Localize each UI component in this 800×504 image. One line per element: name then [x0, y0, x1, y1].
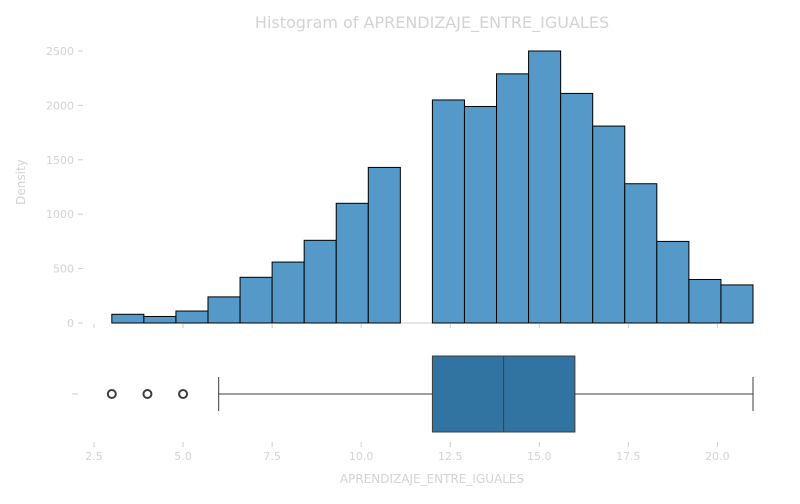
y-tick-label: 1000	[46, 208, 74, 221]
histogram-bar	[656, 240, 690, 324]
histogram-bar	[463, 105, 498, 324]
y-tick-label: 1500	[46, 154, 74, 167]
histogram-bar	[431, 99, 465, 324]
x-axis-label: APRENDIZAJE_ENTRE_IGUALES	[340, 472, 524, 486]
histogram-bar	[560, 92, 594, 324]
chart-title: Histogram of APRENDIZAJE_ENTRE_IGUALES	[255, 13, 609, 33]
histogram-bar	[335, 202, 369, 324]
x-tick-label: 5.0	[174, 450, 192, 463]
y-tick-label: 2500	[46, 45, 74, 58]
y-tick-label: 500	[53, 263, 74, 276]
histogram-bar	[207, 296, 241, 324]
histogram-bar	[303, 239, 337, 324]
y-axis-label: Density	[14, 159, 28, 205]
boxplot-outlier	[106, 389, 117, 399]
histogram-bar	[239, 276, 273, 324]
histogram-bar	[592, 125, 626, 324]
histogram-bar	[367, 166, 401, 324]
histogram-bar	[271, 261, 305, 324]
x-tick-label: 12.5	[438, 450, 463, 463]
histogram-bar	[175, 310, 209, 324]
y-tick-label: 2000	[46, 99, 74, 112]
boxplot-outlier	[142, 389, 153, 399]
histogram-bar	[688, 278, 722, 324]
x-tick-label: 2.5	[85, 450, 103, 463]
histogram-bar	[624, 183, 658, 324]
x-tick-label: 10.0	[349, 450, 374, 463]
x-tick-label: 7.5	[263, 450, 281, 463]
y-tick-label: 0	[67, 317, 74, 330]
boxplot	[72, 355, 754, 433]
x-tick-label: 20.0	[705, 450, 730, 463]
x-tick-label: 15.0	[527, 450, 552, 463]
histogram-bar	[720, 284, 754, 324]
histogram-bar	[496, 73, 530, 324]
boxplot-outlier	[178, 389, 189, 399]
x-tick-label: 17.5	[616, 450, 641, 463]
histogram-bar	[111, 313, 145, 324]
histogram-bars	[111, 50, 754, 324]
histogram-bar	[143, 315, 177, 324]
histogram-bar	[528, 50, 562, 324]
x-axis-ticks: 2.5 5.0 7.5 10.0 12.5 15.0 17.5 20.0	[85, 442, 730, 463]
